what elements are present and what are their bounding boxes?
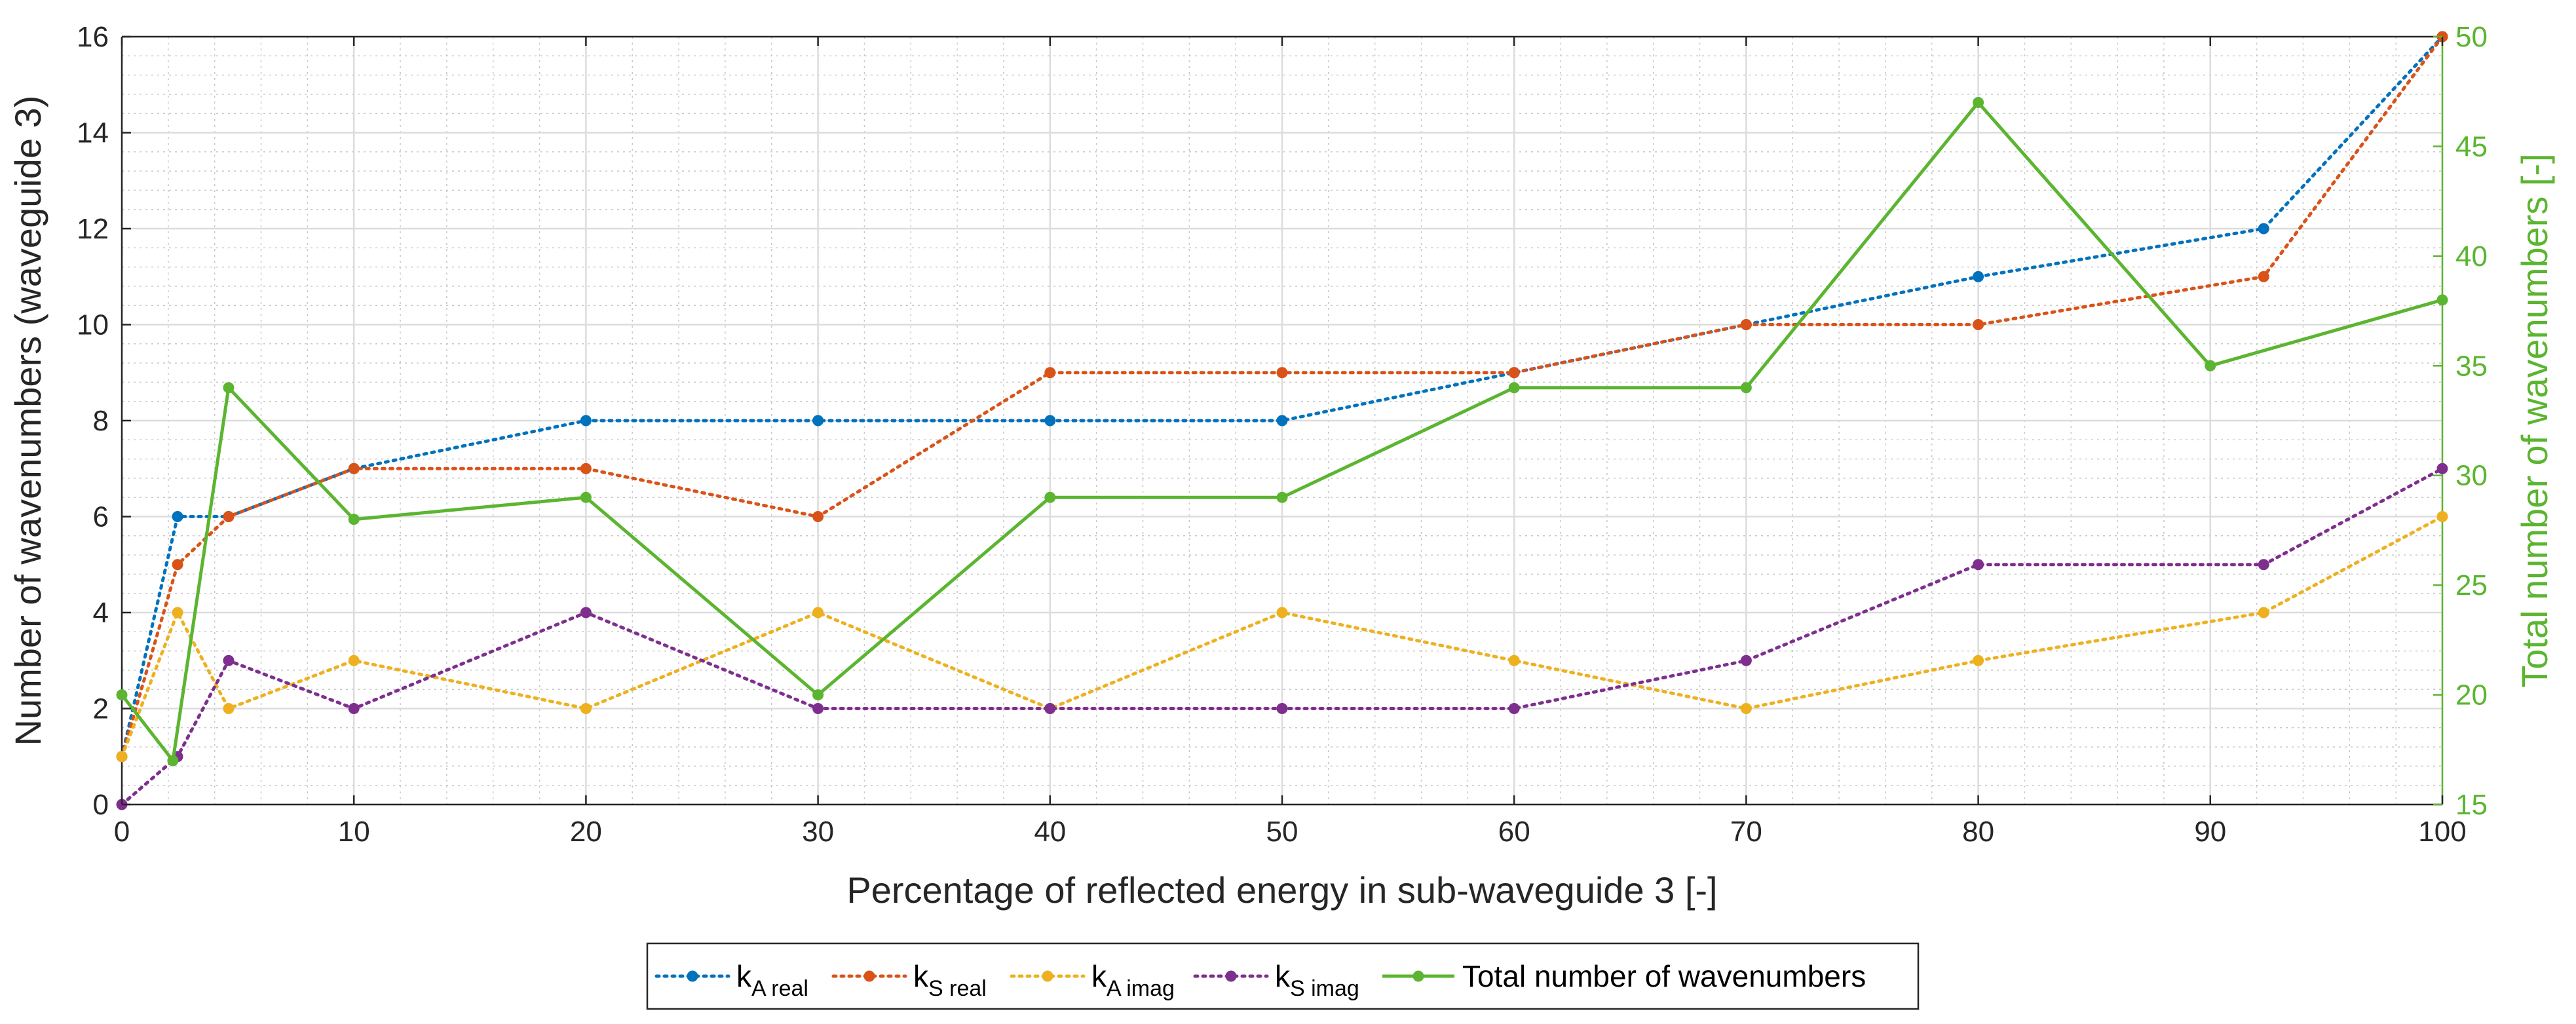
- series-3-point: [1508, 703, 1520, 714]
- x-tick-label: 70: [1730, 816, 1762, 848]
- series-2-point: [1508, 654, 1520, 666]
- y-tick-label-left: 4: [93, 597, 109, 629]
- series-2-point: [348, 654, 360, 666]
- series-2-point: [116, 751, 128, 763]
- legend-marker-4: [1412, 970, 1424, 982]
- y-tick-label-right: 30: [2455, 460, 2488, 492]
- x-tick-label: 40: [1034, 816, 1066, 848]
- legend-marker-0: [687, 970, 698, 982]
- series-3-point: [223, 654, 235, 666]
- x-tick-label: 60: [1498, 816, 1530, 848]
- y-tick-label-right: 35: [2455, 350, 2488, 382]
- x-axis-title: Percentage of reflected energy in sub-wa…: [846, 869, 1717, 911]
- series-3-point: [812, 703, 824, 714]
- series-1-point: [580, 463, 592, 474]
- series-2-point: [1276, 607, 1288, 618]
- series-1-point: [348, 463, 360, 474]
- series-4-point: [580, 491, 592, 503]
- y-tick-label-left: 0: [93, 789, 109, 821]
- legend-label-4: Total number of wavenumbers: [1462, 959, 1866, 993]
- series-0-point: [1044, 415, 1056, 427]
- y-tick-label-right: 45: [2455, 130, 2488, 162]
- series-0-point: [1973, 271, 1984, 282]
- series-4-point: [2205, 360, 2216, 371]
- y-tick-label-left: 2: [93, 693, 109, 725]
- series-1-point: [1740, 319, 1752, 330]
- series-1-point: [812, 511, 824, 522]
- series-4-point: [812, 689, 824, 701]
- legend-label-0: kA real: [736, 959, 808, 1001]
- series-1-point: [172, 559, 183, 571]
- y-tick-label-left: 6: [93, 501, 109, 533]
- series-2-point: [1973, 654, 1984, 666]
- series-4-point: [348, 514, 360, 525]
- legend-label-3: kS imag: [1275, 959, 1359, 1001]
- series-layer: [116, 31, 2448, 810]
- series-4-point: [223, 382, 235, 394]
- y-axis-title-right: Total number of wavenumbers [-]: [2514, 153, 2555, 687]
- series-4-point: [1044, 491, 1056, 503]
- series-0-point: [1276, 415, 1288, 427]
- series-2-point: [2436, 511, 2448, 522]
- y-tick-label-left: 8: [93, 405, 109, 437]
- series-4-point: [116, 689, 128, 701]
- series-4-point: [2436, 294, 2448, 306]
- series-1-point: [1276, 367, 1288, 379]
- y-tick-label-right: 15: [2455, 789, 2488, 821]
- legend-label-2: kA imag: [1091, 959, 1175, 1001]
- series-3-point: [1973, 559, 1984, 571]
- y-tick-label-right: 20: [2455, 679, 2488, 711]
- series-1-point: [1508, 367, 1520, 379]
- series-1-point: [1973, 319, 1984, 330]
- series-3-point: [2258, 559, 2269, 571]
- series-0-point: [812, 415, 824, 427]
- x-tick-label: 0: [114, 816, 130, 848]
- legend-label-1: kS real: [913, 959, 987, 1001]
- x-tick-label: 100: [2418, 816, 2466, 848]
- legend-marker-3: [1225, 970, 1237, 982]
- y-axis-title-left: Number of wavenumbers (waveguide 3): [7, 96, 48, 746]
- y-tick-label-right: 25: [2455, 569, 2488, 601]
- series-2-point: [580, 703, 592, 714]
- y-tick-label-right: 40: [2455, 240, 2488, 273]
- series-1-point: [223, 511, 235, 522]
- y-tick-label-right: 50: [2455, 21, 2488, 53]
- legend-marker-2: [1042, 970, 1053, 982]
- series-2-point: [172, 607, 183, 618]
- y-tick-label-left: 12: [77, 213, 109, 245]
- series-1-point: [2258, 271, 2269, 282]
- series-3-point: [1044, 703, 1056, 714]
- series-3-point: [348, 703, 360, 714]
- series-2-point: [1740, 703, 1752, 714]
- legend-marker-1: [863, 970, 875, 982]
- y-tick-label-left: 10: [77, 309, 109, 341]
- series-2-point: [223, 703, 235, 714]
- y-tick-label-left: 14: [77, 117, 109, 149]
- series-4-point: [1740, 382, 1752, 394]
- series-4-point: [1508, 382, 1520, 394]
- series-1-point: [1044, 367, 1056, 379]
- series-4-point: [167, 755, 179, 767]
- y-tick-label-left: 16: [77, 21, 109, 53]
- series-2-point: [812, 607, 824, 618]
- series-3-point: [1740, 654, 1752, 666]
- series-3-point: [580, 607, 592, 618]
- series-3-point: [1276, 703, 1288, 714]
- ticks-layer: 0 10 20 30 40 50 60 70 80 90 100 0 2 4 6 8 10 12 14 16 15 20 2…: [77, 21, 2488, 848]
- series-0-point: [2258, 223, 2269, 235]
- series-0-point: [580, 415, 592, 427]
- series-3-point: [2436, 463, 2448, 474]
- x-tick-label: 20: [570, 816, 602, 848]
- series-0-point: [172, 511, 183, 522]
- legend: kA real kS real kA imag kS imag Total number…: [646, 942, 1920, 1010]
- series-4-point: [1276, 491, 1288, 503]
- series-4-point: [1973, 96, 1984, 108]
- x-tick-label: 50: [1266, 816, 1298, 848]
- x-tick-label: 10: [338, 816, 370, 848]
- x-tick-label: 30: [802, 816, 834, 848]
- x-tick-label: 90: [2194, 816, 2226, 848]
- series-2-point: [2258, 607, 2269, 618]
- x-tick-label: 80: [1962, 816, 1994, 848]
